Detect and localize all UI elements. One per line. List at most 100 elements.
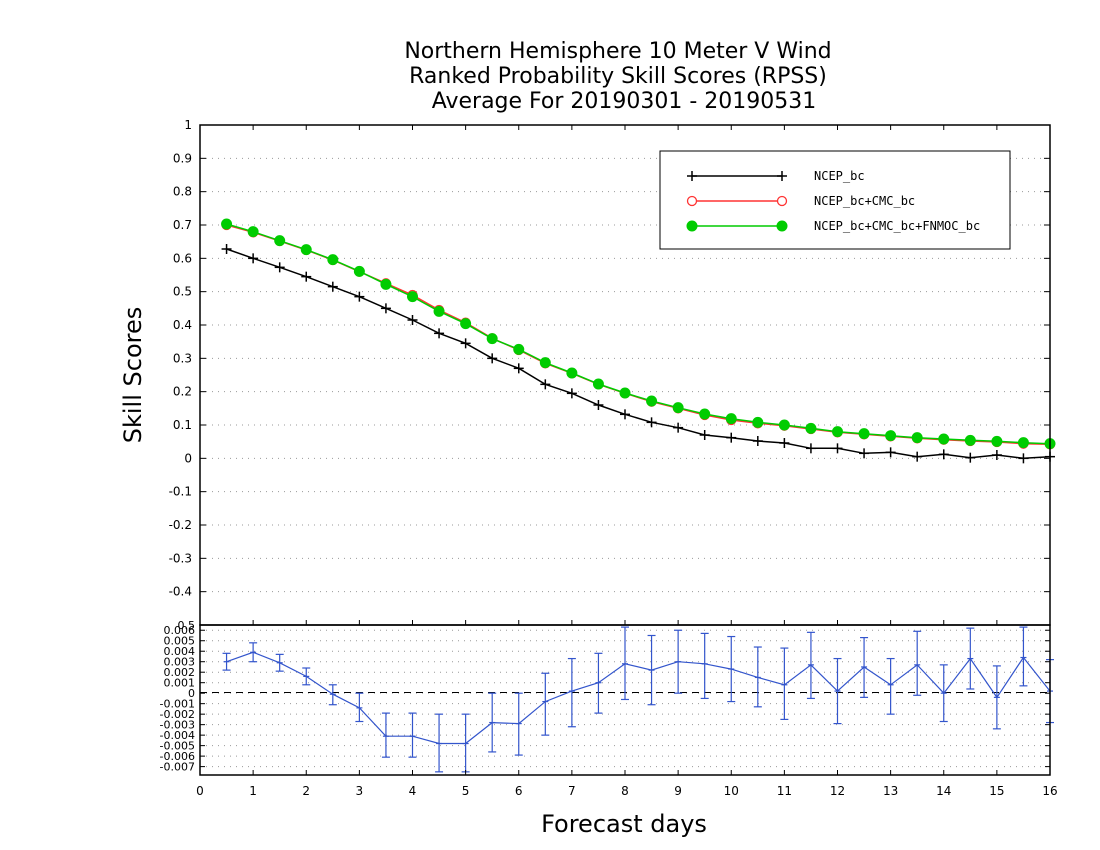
x-tick-label-8: 8 [621,784,629,798]
series-0-point-22 [805,443,816,454]
series-0-point-4 [327,281,338,292]
series-2-point-24 [858,428,870,440]
x-tick-label-15: 15 [989,784,1004,798]
series-2-point-25 [885,430,897,442]
legend-label-1: NCEP_bc+CMC_bc [814,194,915,208]
legend-box [659,150,1011,250]
series-0-point-17 [673,422,684,433]
difference-gridlines [200,629,1050,768]
diff-y-tick-label-6: 0 [188,687,195,700]
series-0-point-13 [566,388,577,399]
diff-error-bar-24 [860,636,869,698]
series-0-point-18 [699,430,710,440]
y-axis-title: Skill Scores [119,307,147,444]
series-0-point-19 [726,432,737,443]
series-0-point-10 [487,353,498,364]
series-2-point-10 [486,333,498,345]
series-0-point-15 [620,409,630,420]
series-0-point-5 [354,291,365,302]
series-0-point-14 [593,400,604,410]
series-0-point-7 [407,315,418,325]
series-0-point-3 [301,271,312,282]
series-2-point-8 [433,305,445,317]
series-2-point-4 [327,254,339,266]
series-0-point-12 [540,379,551,390]
x-axis-title: Forecast days [541,810,707,838]
series-0-point-30 [1018,453,1029,464]
series-0-point-26 [912,451,923,462]
legend-marker-1-1 [776,195,788,207]
series-0-point-0 [221,244,232,254]
x-tick-label-2: 2 [302,784,310,798]
diff-error-bar-30 [1019,626,1028,687]
diff-y-tick-label-5: 0.001 [164,677,196,690]
difference-plot-panel: 0.0060.0050.0040.0030.0020.0010-0.001-0.… [160,619,1054,776]
x-tick-label-0: 0 [196,784,204,798]
main-y-tick-label-5: 0.5 [173,285,192,299]
series-0-point-1 [248,253,259,264]
difference-series-group [222,626,1054,773]
diff-error-bar-16 [647,634,656,706]
diff-y-tick-label-12: -0.006 [160,750,195,763]
diff-error-bar-29 [992,665,1001,730]
x-tick-label-12: 12 [830,784,845,798]
x-tick-label-9: 9 [674,784,682,798]
x-tick-label-13: 13 [883,784,898,798]
series-2-point-30 [1017,437,1029,449]
diff-error-bar-19 [727,635,736,703]
diff-error-bar-2 [275,653,284,672]
series-2-point-11 [513,343,525,355]
main-y-tick-label-3: 0.7 [173,218,192,232]
diff-error-bar-21 [780,647,789,721]
diff-error-bar-8 [435,713,444,773]
diff-error-bar-20 [753,646,762,708]
series-0-point-16 [646,417,657,428]
series-0-point-23 [832,443,843,454]
series-0-point-2 [274,262,285,273]
chart-title-line-1: Northern Hemisphere 10 Meter V Wind [404,39,831,64]
legend-marker-2-0 [686,220,698,232]
diff-error-bar-5 [355,692,364,723]
series-2-point-3 [300,244,312,256]
series-2-point-16 [646,395,658,407]
diff-error-bar-26 [913,630,922,696]
series-0-point-28 [965,452,976,463]
series-2-point-22 [805,422,817,434]
diff-y-tick-label-2: 0.004 [164,645,196,658]
main-y-tick-label-7: 0.3 [173,351,192,365]
series-2-point-26 [911,432,923,444]
x-tick-label-14: 14 [936,784,951,798]
series-2-point-20 [752,416,764,428]
series-2-point-7 [407,291,418,303]
main-y-tick-label-14: -0.4 [169,585,192,599]
diff-error-bar-25 [886,657,895,715]
diff-y-tick-label-8: -0.002 [160,708,195,721]
diff-error-bar-14 [594,652,603,714]
x-tick-label-5: 5 [462,784,470,798]
series-0-point-21 [779,438,790,448]
series-2-point-21 [778,419,790,431]
legend-label-0: NCEP_bc [814,169,865,183]
x-tick-label-6: 6 [515,784,523,798]
diff-error-bar-7 [408,712,417,758]
series-2-point-27 [938,433,950,445]
diff-y-tick-label-7: -0.001 [160,698,195,711]
series-0-point-6 [380,303,391,314]
x-tick-label-1: 1 [249,784,257,798]
series-0-point-27 [938,449,949,460]
difference-y-ticks: 0.0060.0050.0040.0030.0020.0010-0.001-0.… [160,619,1050,774]
diff-error-bar-23 [833,657,842,725]
x-tick-label-11: 11 [777,784,792,798]
series-2-point-0 [221,218,233,230]
series-0-point-8 [434,328,445,339]
main-y-tick-label-10: 0 [184,451,192,465]
series-0-point-25 [885,447,896,458]
series-2-point-28 [964,434,976,446]
series-2-point-9 [460,318,472,330]
series-0-point-9 [460,338,471,349]
diff-error-bar-27 [939,664,948,723]
diff-error-bar-15 [621,626,629,701]
legend: NCEP_bc NCEP_bc+CMC_bc NCEP_bc+CMC_bc+FNMO… [659,150,1011,250]
series-0-point-24 [859,448,870,459]
